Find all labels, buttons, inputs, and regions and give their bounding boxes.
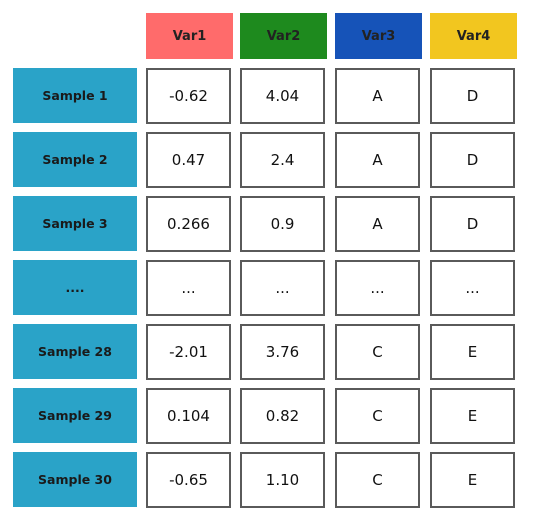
table-cell: A [335, 68, 420, 124]
table-cell: C [335, 388, 420, 444]
table-cell: C [335, 324, 420, 380]
table-cell: A [335, 132, 420, 188]
table-cell: -2.01 [146, 324, 231, 380]
row-label: Sample 29 [13, 388, 137, 443]
table-cell: 3.76 [240, 324, 325, 380]
table-cell: 4.04 [240, 68, 325, 124]
table-cell: E [430, 388, 515, 444]
table-cell: D [430, 132, 515, 188]
table-cell: ... [146, 260, 231, 316]
table-cell: ... [335, 260, 420, 316]
table-cell: 0.82 [240, 388, 325, 444]
table-cell: E [430, 324, 515, 380]
column-header-var2: Var2 [240, 13, 327, 59]
table-cell: E [430, 452, 515, 508]
row-label: Sample 30 [13, 452, 137, 507]
column-header-var1: Var1 [146, 13, 233, 59]
table-cell: 2.4 [240, 132, 325, 188]
table-cell: 1.10 [240, 452, 325, 508]
row-label: Sample 3 [13, 196, 137, 251]
column-header-var4: Var4 [430, 13, 517, 59]
row-label: Sample 28 [13, 324, 137, 379]
column-header-var3: Var3 [335, 13, 422, 59]
table-cell: 0.9 [240, 196, 325, 252]
table-cell: -0.65 [146, 452, 231, 508]
table-cell: -0.62 [146, 68, 231, 124]
table-cell: 0.266 [146, 196, 231, 252]
row-label: Sample 1 [13, 68, 137, 123]
table-cell: ... [430, 260, 515, 316]
table-cell: A [335, 196, 420, 252]
table-cell: 0.47 [146, 132, 231, 188]
table-cell: 0.104 [146, 388, 231, 444]
table-cell: D [430, 68, 515, 124]
row-label: .... [13, 260, 137, 315]
row-label: Sample 2 [13, 132, 137, 187]
table-cell: D [430, 196, 515, 252]
table-cell: ... [240, 260, 325, 316]
table-cell: C [335, 452, 420, 508]
